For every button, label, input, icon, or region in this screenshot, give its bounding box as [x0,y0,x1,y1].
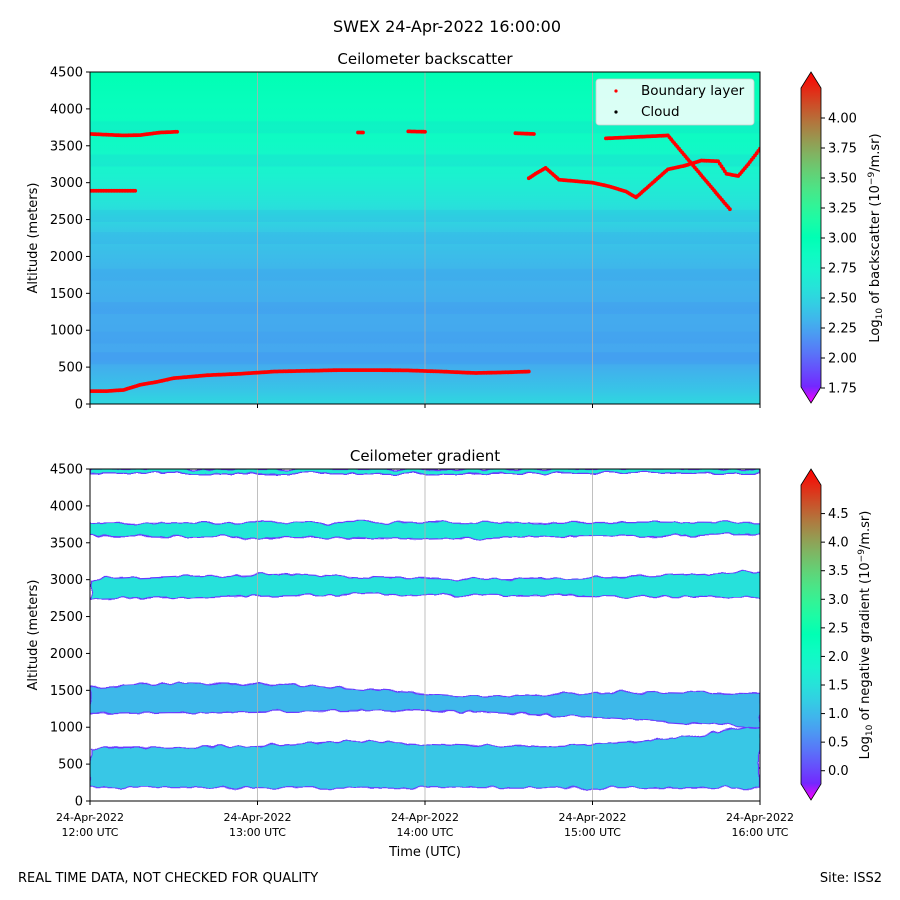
y-axis-label-backscatter: Altitude (meters) [26,183,41,294]
backscatter-x-ticks [89,404,761,408]
colorbar-tick-label: 3.75 [828,142,857,157]
boundary-layer-point [423,129,427,134]
colorbar-tick-label: 2.75 [828,262,857,277]
panel-title-backscatter: Ceilometer backscatter [337,50,513,68]
colorbar-tick-label: 4.00 [828,112,857,127]
colorbar-tick-label: 0.5 [828,736,849,751]
colorbar-tick-label: 1.5 [828,679,849,694]
boundary-layer-point [175,129,180,134]
colorbar-gradient-body [800,468,822,801]
colorbar-tick-label: 4.5 [828,507,849,522]
boundary-layer-point [532,132,536,136]
y-tick-label: 1000 [50,721,83,736]
y-axis-label-gradient: Altitude (meters) [26,580,41,691]
boundary-layer-point [133,188,138,193]
y-tick-label: 2500 [50,213,83,228]
y-tick-label: 0 [75,398,83,413]
y-tick-label: 3500 [50,139,83,154]
colorbar-backscatter: 1.75 2.00 2.25 2.50 2.75 3.00 3.25 3.50 3.75 4.00… [800,71,885,404]
x-tick-label-time: 16:00 UTC [731,826,788,839]
x-tick-label-date: 24-Apr-2022 [56,811,124,824]
gradient-gridlines [257,469,593,801]
y-tick-label: 4500 [50,66,83,81]
panel-backscatter: Ceilometer backscatter 0 500 1000 1500 2000 2… [26,50,885,413]
y-tick-label: 4500 [50,463,83,478]
colorbar-tick-label: 2.0 [828,650,849,665]
y-tick-label: 2000 [50,647,83,662]
colorbar-tick-label: 3.50 [828,172,857,187]
backscatter-y-ticks: 0 500 1000 1500 2000 2500 3000 3500 4000 4500 [50,66,90,413]
colorbar-tick-label: 2.5 [828,621,849,636]
legend-label-cloud: Cloud [641,104,680,120]
y-tick-label: 1500 [50,287,83,302]
y-tick-label: 4000 [50,102,83,117]
colorbar-tick-label: 2.25 [828,322,857,337]
y-tick-label: 500 [58,758,83,773]
x-tick-label-time: 13:00 UTC [229,826,286,839]
legend-marker-boundary-layer [614,89,618,93]
colorbar-tick-label: 2.50 [828,292,857,307]
colorbar-tick-label: 0.0 [828,764,849,779]
y-tick-label: 500 [58,361,83,376]
boundary-layer-point [526,369,531,374]
gradient-field [90,469,760,801]
x-tick-label-time: 14:00 UTC [396,826,453,839]
y-tick-label: 3000 [50,573,83,588]
gradient-y-ticks: 0 500 1000 1500 2000 2500 3000 3500 4000 4500 [50,463,90,810]
legend-marker-cloud [614,110,618,114]
figure-title: SWEX 24-Apr-2022 16:00:00 [333,17,561,36]
x-tick-label-date: 24-Apr-2022 [391,811,459,824]
colorbar-tick-label: 2.00 [828,352,857,367]
colorbar-tick-label: 1.75 [828,382,857,397]
x-tick-label-time: 15:00 UTC [564,826,621,839]
backscatter-gridlines [257,72,593,404]
boundary-layer-point [728,207,732,212]
y-tick-label: 4000 [50,499,83,514]
colorbar-backscatter-body [800,71,822,404]
colorbar-tick-label: 1.0 [828,707,849,722]
x-tick-label-date: 24-Apr-2022 [558,811,626,824]
x-tick-label-date: 24-Apr-2022 [223,811,291,824]
colorbar-label-gradient: Log10 of negative gradient (10−9/m.sr) [857,511,875,760]
colorbar-gradient-ticks: 0.0 0.5 1.0 1.5 2.0 2.5 3.0 3.5 4.0 4.5 [821,507,849,779]
panel-title-gradient: Ceilometer gradient [350,447,500,465]
x-tick-label-time: 12:00 UTC [61,826,118,839]
y-tick-label: 2000 [50,250,83,265]
colorbar-tick-label: 3.25 [828,202,857,217]
colorbar-backscatter-ticks: 1.75 2.00 2.25 2.50 2.75 3.00 3.25 3.50 3.75 4.00 [821,112,857,397]
panel-gradient: Ceilometer gradient 0 500 1000 1500 2000 2500… [26,447,875,860]
y-tick-label: 0 [75,795,83,810]
boundary-layer-points [90,129,760,393]
boundary-layer-point [361,130,365,135]
footer-disclaimer: REAL TIME DATA, NOT CHECKED FOR QUALITY [18,871,318,886]
y-tick-label: 3000 [50,176,83,191]
gradient-x-ticks: 24-Apr-2022 12:00 UTC 24-Apr-2022 13:00 UTC… [56,801,794,839]
colorbar-tick-label: 3.0 [828,593,849,608]
colorbar-tick-label: 3.00 [828,232,857,247]
y-tick-label: 1000 [50,324,83,339]
footer-site: Site: ISS2 [820,871,882,886]
y-tick-label: 2500 [50,610,83,625]
colorbar-tick-label: 3.5 [828,564,849,579]
legend-label-boundary-layer: Boundary layer [641,83,745,99]
x-tick-label-date: 24-Apr-2022 [726,811,794,824]
y-tick-label: 3500 [50,536,83,551]
x-axis-label-gradient: Time (UTC) [388,845,461,860]
legend-box [595,78,755,126]
backscatter-field [90,72,760,404]
colorbar-label-backscatter: Log10 of backscatter (10−9/m.sr) [867,133,885,342]
colorbar-tick-label: 4.0 [828,536,849,551]
legend: Boundary layer Cloud [595,78,755,126]
y-tick-label: 1500 [50,684,83,699]
colorbar-gradient: 0.0 0.5 1.0 1.5 2.0 2.5 3.0 3.5 4.0 4.5 Log10 of … [800,468,875,801]
